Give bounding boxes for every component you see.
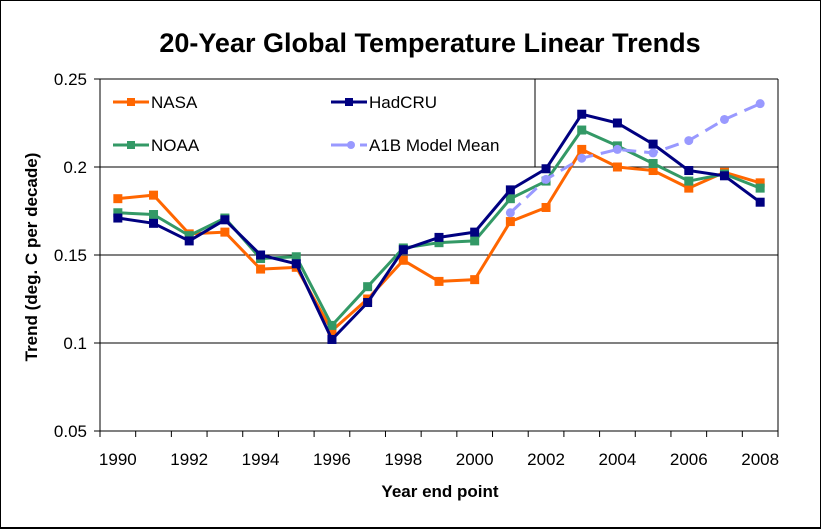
legend-label: HadCRU — [369, 93, 437, 112]
data-point — [398, 245, 408, 255]
data-point — [755, 99, 765, 109]
data-point — [648, 148, 658, 158]
legend-item-noaa: NOAA — [113, 136, 200, 155]
x-tick-label: 2008 — [741, 450, 779, 469]
x-tick-label: 1994 — [242, 450, 280, 469]
data-point — [220, 227, 230, 237]
x-tick-label: 2004 — [599, 450, 637, 469]
data-point — [505, 185, 515, 195]
data-point — [256, 264, 266, 274]
data-point — [327, 326, 337, 336]
y-axis-title: Trend (deg. C per decade) — [22, 153, 41, 362]
y-tick-label: 0.25 — [54, 70, 87, 89]
data-point — [612, 162, 622, 172]
data-point — [220, 215, 230, 225]
y-tick-label: 0.2 — [63, 158, 87, 177]
data-point — [291, 259, 301, 269]
legend-label: NOAA — [151, 136, 200, 155]
data-point — [149, 218, 159, 228]
legend-item-nasa: NASA — [113, 93, 198, 112]
data-point — [577, 144, 587, 154]
data-point — [684, 176, 694, 186]
data-point — [719, 171, 729, 181]
data-point — [541, 202, 551, 212]
chart-title: 20-Year Global Temperature Linear Trends — [159, 28, 700, 58]
x-tick-labels: 1990 1992 1994 1996 1998 2000 2002 2004 2006 2008 — [99, 450, 779, 469]
series-a1b-model-mean — [505, 99, 765, 218]
x-tick-label: 1990 — [99, 450, 137, 469]
data-point — [577, 109, 587, 119]
legend-marker — [127, 98, 135, 106]
data-point — [470, 227, 480, 237]
data-point — [505, 208, 515, 218]
data-point — [434, 232, 444, 242]
data-point — [434, 276, 444, 286]
data-point — [648, 139, 658, 149]
y-tick-label: 0.15 — [54, 246, 87, 265]
data-point — [684, 136, 694, 146]
legend-item-a1b-model-mean: A1B Model Mean — [331, 136, 499, 155]
data-point — [648, 158, 658, 168]
x-tick-label: 1992 — [170, 450, 208, 469]
data-point — [612, 144, 622, 154]
data-point — [577, 125, 587, 135]
data-point — [577, 153, 587, 163]
legend-marker — [347, 141, 355, 149]
y-tick-label: 0.1 — [63, 334, 87, 353]
legend-item-hadcru: HadCRU — [331, 93, 437, 112]
series-group — [113, 99, 765, 344]
data-point — [113, 208, 123, 218]
data-point — [505, 217, 515, 227]
x-tick-label: 1998 — [384, 450, 422, 469]
data-point — [684, 166, 694, 176]
x-tick-label: 1996 — [313, 450, 351, 469]
data-point — [755, 197, 765, 207]
series-line — [509, 102, 761, 214]
data-point — [149, 210, 159, 220]
data-point — [363, 298, 373, 308]
legend-label: NASA — [151, 93, 198, 112]
data-point — [327, 320, 337, 330]
legend-box — [99, 78, 536, 168]
data-point — [398, 255, 408, 265]
data-point — [327, 334, 337, 344]
y-tick-label: 0.05 — [54, 422, 87, 441]
x-tick-label: 2006 — [670, 450, 708, 469]
data-point — [113, 194, 123, 204]
data-point — [470, 236, 480, 246]
data-point — [291, 252, 301, 262]
data-point — [113, 213, 123, 223]
y-tick-labels: 0.05 0.1 0.15 0.2 0.25 — [54, 70, 87, 441]
data-point — [470, 275, 480, 285]
data-point — [149, 190, 159, 200]
legend-marker — [345, 98, 353, 106]
data-point — [434, 238, 444, 248]
data-point — [755, 183, 765, 193]
legend-label: A1B Model Mean — [369, 136, 499, 155]
x-tick-label: 2000 — [456, 450, 494, 469]
data-point — [184, 236, 194, 246]
legend: NASA HadCRU NOAA A1B Model Mean — [99, 78, 536, 168]
data-point — [755, 178, 765, 188]
data-point — [541, 174, 551, 184]
data-point — [505, 194, 515, 204]
series-hadcru — [113, 109, 765, 344]
x-axis-title: Year end point — [381, 482, 498, 501]
data-point — [184, 231, 194, 241]
data-point — [256, 250, 266, 260]
legend-marker — [127, 141, 135, 149]
data-point — [684, 183, 694, 193]
data-point — [648, 166, 658, 176]
data-point — [612, 118, 622, 128]
data-point — [719, 114, 729, 124]
x-tick-label: 2002 — [527, 450, 565, 469]
data-point — [363, 282, 373, 292]
data-point — [541, 164, 551, 174]
